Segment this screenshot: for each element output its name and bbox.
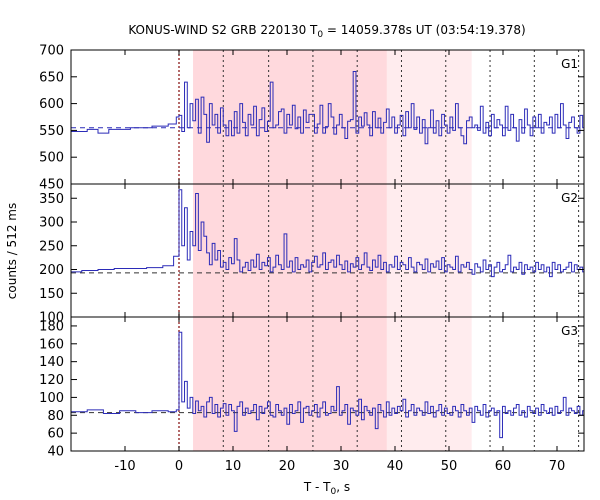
x-tick-label-7: 60 (495, 459, 512, 474)
shaded-regions (193, 50, 472, 451)
background-dashed-lines (71, 127, 584, 414)
chart-title: KONUS-WIND S2 GRB 220130 T0 = 14059.378s… (128, 23, 525, 40)
tick-marks (71, 49, 584, 452)
y-tick-label-G3-3: 100 (39, 391, 64, 406)
y-tick-label-G3-2: 80 (47, 409, 64, 424)
panel-frame-G3 (70, 316, 585, 452)
y-tick-label-G3-4: 120 (39, 373, 64, 388)
y-tick-label-G3-1: 60 (47, 427, 64, 442)
y-tick-label-G3-5: 140 (39, 355, 64, 370)
shaded-region-0 (193, 50, 387, 451)
x-tick-label-8: 70 (549, 459, 566, 474)
panel-frames (70, 49, 585, 452)
panel-label-G1: G1 (561, 57, 578, 71)
panel-label-G3: G3 (561, 324, 578, 338)
x-tick-label-0: -10 (114, 459, 135, 474)
y-tick-label-G2-5: 350 (39, 192, 64, 207)
y-tick-label-G3-6: 160 (39, 337, 64, 352)
y-axis-label: counts / 512 ms (5, 203, 19, 299)
y-tick-label-G1-1: 500 (39, 151, 64, 166)
y-tick-label-G1-3: 600 (39, 97, 64, 112)
y-tick-label-G3-0: 40 (47, 445, 64, 460)
y-tick-label-G1-5: 700 (39, 44, 64, 59)
y-tick-label-G1-0: 450 (39, 178, 64, 193)
x-tick-label-4: 30 (333, 459, 350, 474)
x-tick-label-6: 50 (441, 459, 458, 474)
series-layer (71, 70, 584, 439)
x-tick-label-3: 20 (279, 459, 296, 474)
x-tick-label-5: 40 (387, 459, 404, 474)
y-tick-label-G3-7: 180 (39, 319, 64, 334)
y-tick-label-G1-4: 650 (39, 70, 64, 85)
y-tick-label-G2-2: 200 (39, 263, 64, 278)
x-tick-label-1: 0 (175, 459, 183, 474)
y-tick-label-G2-3: 250 (39, 239, 64, 254)
series-line-G3 (71, 331, 584, 439)
series-line-G1 (71, 70, 584, 145)
x-tick-label-2: 10 (225, 459, 242, 474)
y-tick-label-G2-4: 300 (39, 216, 64, 231)
panel-label-G2: G2 (561, 191, 578, 205)
x-axis-label: T - T0, s (303, 480, 350, 497)
y-tick-label-G1-2: 550 (39, 124, 64, 139)
shaded-region-1 (386, 50, 472, 451)
series-line-G2 (71, 189, 584, 278)
y-tick-label-G2-1: 150 (39, 287, 64, 302)
y-tick-label-G2-0: 100 (39, 311, 64, 326)
